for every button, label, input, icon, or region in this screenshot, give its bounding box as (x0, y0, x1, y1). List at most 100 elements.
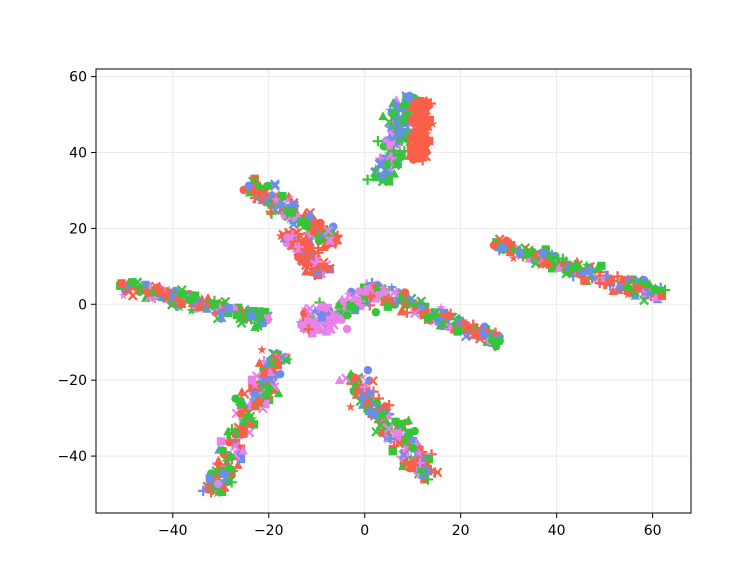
point-star (314, 317, 325, 327)
point-circle (400, 288, 410, 297)
point-star (386, 282, 397, 292)
point-star (425, 99, 436, 109)
point-star (284, 214, 295, 224)
point-square (297, 217, 306, 226)
axis-ticks: −40 −20 0 20 40 60 −40 −20 0 20 40 60 (57, 70, 661, 539)
point-star (283, 354, 294, 365)
point-square (281, 211, 291, 220)
point-triangle (544, 251, 555, 260)
point-star (384, 411, 394, 421)
point-triangle (334, 375, 345, 384)
point-triangle (243, 408, 253, 418)
point-square (424, 136, 434, 146)
y-tick-label: 20 (69, 221, 87, 237)
point-square (420, 302, 430, 312)
point-triangle (373, 282, 383, 292)
point-circle (217, 446, 227, 455)
point-star (378, 282, 388, 293)
point-x (409, 308, 420, 319)
point-x (324, 235, 335, 246)
point-star (343, 289, 354, 299)
point-square (384, 177, 394, 186)
point-square (239, 314, 248, 324)
point-star (337, 294, 348, 304)
point-x (392, 118, 403, 129)
point-circle (236, 409, 245, 418)
point-triangle (301, 233, 311, 243)
point-star (406, 452, 416, 463)
point-star (412, 453, 423, 464)
point-triangle (273, 387, 284, 397)
point-circle (264, 384, 274, 394)
point-circle (226, 452, 235, 462)
point-star (303, 254, 314, 264)
point-square (388, 446, 397, 456)
point-square (236, 444, 246, 453)
x-tick-label: −40 (158, 523, 188, 539)
point-star (271, 191, 282, 201)
point-triangle (333, 299, 344, 309)
point-square (523, 248, 533, 258)
point-triangle (238, 445, 248, 455)
point-plus (388, 145, 400, 157)
point-star (384, 290, 394, 301)
point-x (269, 179, 280, 190)
point-circle (314, 236, 324, 246)
point-triangle (593, 262, 603, 272)
point-circle (386, 295, 395, 305)
point-star (356, 385, 367, 395)
point-square (453, 327, 462, 336)
point-plus (239, 414, 250, 425)
point-x (460, 331, 471, 342)
point-circle (225, 438, 234, 447)
point-triangle (398, 461, 408, 471)
point-circle (444, 311, 454, 320)
point-circle (305, 212, 314, 221)
point-plus (385, 433, 396, 444)
point-star (395, 427, 406, 437)
point-x (376, 170, 387, 181)
point-square (254, 307, 264, 316)
point-plus (422, 467, 434, 479)
point-star (422, 128, 432, 139)
point-triangle (403, 415, 414, 425)
point-circle (352, 386, 362, 395)
point-star (617, 274, 628, 284)
point-circle (342, 310, 352, 320)
point-plus (313, 247, 324, 258)
point-plus (494, 244, 505, 256)
point-square (247, 375, 257, 385)
point-triangle (233, 460, 243, 469)
point-star (267, 196, 278, 207)
point-star (329, 315, 340, 325)
point-plus (420, 108, 431, 119)
point-circle (400, 435, 409, 444)
point-star (416, 152, 427, 162)
point-x (349, 381, 360, 392)
point-triangle (621, 281, 632, 291)
point-square (318, 302, 327, 312)
point-triangle (259, 368, 269, 377)
x-tick-label: 20 (452, 523, 470, 539)
y-tick-label: 60 (69, 70, 87, 86)
point-star (357, 371, 368, 381)
point-plus (659, 284, 671, 296)
point-square (217, 487, 227, 497)
point-triangle (304, 238, 315, 248)
point-circle (349, 304, 359, 313)
point-star (280, 205, 291, 215)
point-square (386, 141, 395, 150)
point-circle (297, 320, 306, 330)
point-square (378, 428, 387, 437)
point-triangle (544, 258, 554, 267)
point-star (622, 273, 633, 283)
point-x (211, 465, 222, 476)
point-star (257, 344, 267, 354)
point-x (530, 250, 541, 261)
point-triangle (397, 116, 408, 126)
point-star (380, 135, 391, 145)
point-x (288, 219, 299, 230)
point-square (359, 295, 369, 305)
point-circle (342, 324, 352, 334)
point-square (417, 116, 426, 125)
